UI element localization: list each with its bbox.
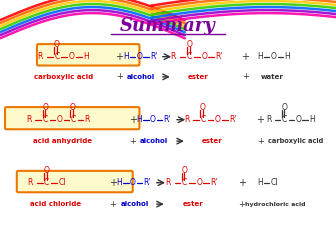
FancyBboxPatch shape (37, 44, 139, 66)
Text: C: C (44, 178, 49, 187)
Text: carboxylic acid: carboxylic acid (34, 74, 93, 80)
Text: O: O (215, 115, 221, 124)
Text: C: C (70, 115, 76, 124)
Text: Summary: Summary (120, 17, 216, 36)
Text: O: O (44, 166, 50, 175)
Text: acid anhydride: acid anhydride (33, 138, 92, 144)
Text: R': R' (150, 52, 157, 61)
Text: R: R (184, 115, 189, 124)
Text: +: + (109, 200, 116, 209)
Text: carboxylic acid: carboxylic acid (268, 138, 323, 144)
Text: O: O (56, 115, 62, 124)
Text: R: R (28, 178, 33, 187)
Text: +: + (239, 200, 245, 209)
Text: +: + (238, 178, 246, 188)
Text: acid chloride: acid chloride (30, 201, 81, 207)
Text: +: + (129, 115, 137, 125)
Text: +: + (241, 52, 249, 62)
Text: C: C (43, 115, 48, 124)
Text: H: H (257, 52, 263, 61)
Text: O: O (270, 52, 277, 61)
Text: C: C (282, 115, 287, 124)
Text: R: R (38, 52, 43, 61)
Text: ester: ester (188, 74, 209, 80)
Text: O: O (295, 115, 301, 124)
Text: alcohol: alcohol (127, 74, 155, 80)
Text: H: H (257, 178, 263, 187)
Text: H: H (83, 52, 89, 61)
Text: R: R (165, 178, 171, 187)
Text: O: O (69, 52, 75, 61)
Text: O: O (186, 40, 193, 49)
Text: R: R (170, 52, 176, 61)
Text: O: O (150, 115, 156, 124)
Text: +: + (109, 178, 117, 188)
Text: R': R' (210, 178, 218, 187)
Text: +: + (257, 137, 264, 146)
Text: R': R' (163, 115, 171, 124)
Text: +: + (115, 52, 123, 62)
Text: H: H (284, 52, 290, 61)
Text: O: O (130, 178, 136, 187)
Text: +: + (116, 72, 123, 81)
Text: ester: ester (201, 138, 222, 144)
Text: H: H (136, 115, 142, 124)
Text: R': R' (215, 52, 223, 61)
Text: H: H (116, 178, 122, 187)
Text: C: C (200, 115, 206, 124)
Text: O: O (196, 178, 202, 187)
Text: H: H (309, 115, 315, 124)
Text: alcohol: alcohol (120, 201, 149, 207)
Text: O: O (54, 40, 60, 49)
Text: hydrochloric acid: hydrochloric acid (245, 202, 306, 207)
Text: O: O (201, 52, 207, 61)
Text: R: R (84, 115, 90, 124)
Text: C: C (187, 52, 192, 61)
Text: R: R (266, 115, 271, 124)
Text: +: + (129, 137, 136, 146)
FancyBboxPatch shape (5, 107, 139, 129)
Text: C: C (182, 178, 187, 187)
Text: R': R' (229, 115, 236, 124)
Text: +: + (256, 115, 264, 125)
Text: H: H (123, 52, 129, 61)
Text: O: O (200, 103, 206, 112)
Text: Cl: Cl (271, 178, 279, 187)
Text: O: O (281, 103, 287, 112)
Text: ester: ester (183, 201, 204, 207)
Text: alcohol: alcohol (140, 138, 168, 144)
Text: +: + (242, 72, 249, 81)
Text: O: O (136, 52, 142, 61)
FancyBboxPatch shape (17, 171, 133, 192)
Text: O: O (70, 103, 76, 112)
Text: O: O (42, 103, 48, 112)
Text: R: R (26, 115, 31, 124)
Text: Cl: Cl (59, 178, 67, 187)
Text: O: O (181, 166, 187, 175)
Text: water: water (261, 74, 284, 80)
Text: R': R' (143, 178, 151, 187)
Text: C: C (54, 52, 59, 61)
